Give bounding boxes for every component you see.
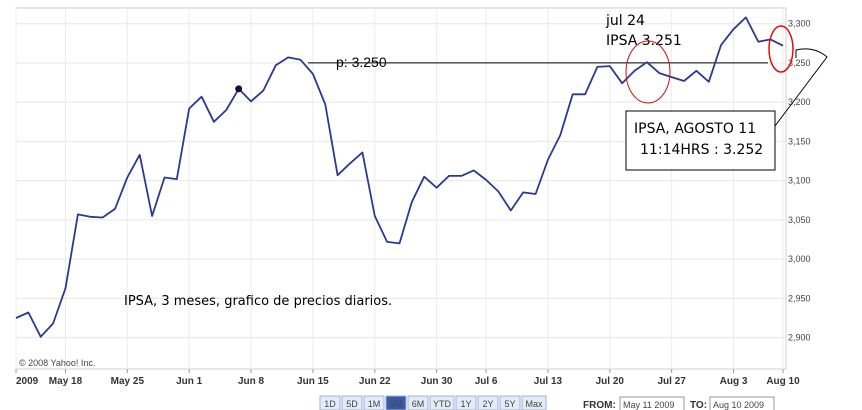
y-tick-label: 3,000 (788, 254, 811, 264)
jul24-annotation-line1: jul 24 (605, 13, 645, 29)
x-tick-label: Jul 20 (596, 376, 625, 387)
callout-pointer (774, 48, 828, 127)
y-tick-label: 3,100 (788, 176, 811, 186)
x-tick-label: May 18 (49, 376, 83, 387)
range-button-label: Max (525, 399, 543, 409)
x-tick-label: Jun 8 (238, 376, 265, 387)
x-tick-label: 2009 (16, 376, 39, 387)
range-button-3m[interactable] (385, 395, 407, 410)
y-tick-label: 3,300 (788, 19, 811, 29)
series-line (15, 16, 784, 338)
copyright-text: © 2008 Yahoo! Inc. (19, 358, 95, 368)
x-tick-label: May 25 (111, 376, 145, 387)
range-button-label: 6M (412, 399, 425, 409)
latest-highlight-circle (768, 25, 794, 73)
range-button-label: 3M (390, 399, 403, 409)
to-date-value: Aug 10 2009 (713, 400, 764, 410)
from-label: FROM: (583, 400, 616, 410)
info-box-line2: 11:14HRS : 3.252 (640, 142, 763, 158)
series-layer (15, 16, 784, 338)
range-selector: 1D 5D 1M 3M 6M YTD 1Y 2Y 5Y Max FROM: May 11 2009… (0, 392, 862, 410)
x-axis: 2009 May 18 May 25 Jun 1 Jun 8 Jun 15 Jun 22 Ju… (15, 369, 800, 387)
range-button-label: YTD (433, 399, 452, 409)
marked-data-point (235, 85, 243, 93)
range-button-5d[interactable] (341, 395, 363, 410)
range-button-label: 1Y (460, 399, 471, 409)
from-date-value: May 11 2009 (623, 400, 674, 410)
reference-line-label: p: 3.250 (336, 54, 387, 70)
y-tick-label: 2,900 (788, 333, 811, 343)
y-tick-label: 3,200 (788, 97, 811, 107)
range-button-ytd[interactable] (429, 395, 455, 410)
y-tick-label: 3,250 (788, 58, 811, 68)
range-button-label: 1M (368, 399, 381, 409)
jul24-highlight-circle (625, 40, 671, 104)
range-button-5y[interactable] (499, 395, 521, 410)
range-button-6m[interactable] (407, 395, 429, 410)
x-tick-label: Jul 27 (657, 376, 686, 387)
to-label: TO: (690, 400, 707, 410)
y-tick-label: 2,950 (788, 293, 811, 303)
range-button-1d[interactable] (319, 395, 341, 410)
x-tick-label: Jun 15 (297, 376, 329, 387)
x-tick-label: Jun 22 (359, 376, 391, 387)
info-box (625, 110, 776, 171)
range-button-label: 5D (346, 399, 358, 409)
range-button-label: 1D (324, 399, 336, 409)
range-button-1m[interactable] (363, 395, 385, 410)
from-date-field[interactable] (619, 396, 685, 410)
y-axis: 2,900 2,950 3,000 3,050 3,100 3,150 3,200 3,250… (788, 19, 811, 343)
x-tick-label: Jul 6 (475, 376, 498, 387)
x-tick-label: Aug 3 (720, 376, 748, 387)
x-tick-label: Aug 10 (766, 376, 800, 387)
x-tick-label: Jul 13 (534, 376, 563, 387)
range-button-1y[interactable] (455, 395, 477, 410)
chart-caption: IPSA, 3 meses, grafico de precios diario… (124, 294, 392, 309)
range-button-max[interactable] (521, 395, 547, 410)
x-tick-label: Jun 30 (421, 376, 453, 387)
range-button-label: 5Y (504, 399, 515, 409)
gridlines (15, 7, 787, 370)
range-button-2y[interactable] (477, 395, 499, 410)
range-button-label: 2Y (482, 399, 493, 409)
y-tick-label: 3,050 (788, 215, 811, 225)
info-box-line1: IPSA, AGOSTO 11 (634, 121, 756, 137)
y-tick-label: 3,150 (788, 136, 811, 146)
to-date-field[interactable] (709, 396, 775, 410)
x-tick-label: Jun 1 (176, 376, 203, 387)
